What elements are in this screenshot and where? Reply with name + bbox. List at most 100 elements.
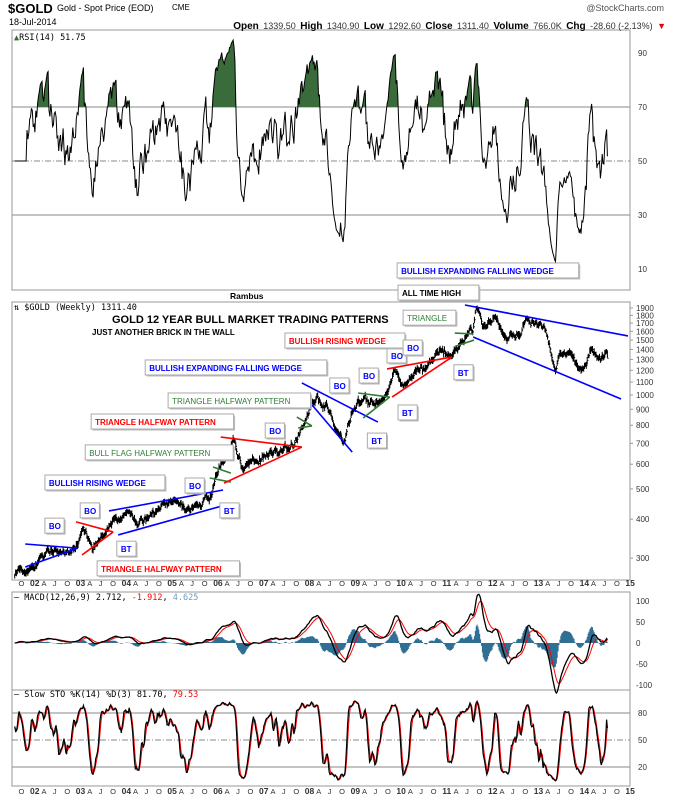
open-label: Open <box>233 21 259 32</box>
macd-histogram <box>15 624 608 668</box>
rsi-line <box>14 38 608 264</box>
x-axis-label-bottom: A <box>591 787 596 796</box>
x-axis-label-top: O <box>339 579 345 588</box>
x-axis-label-bottom: J <box>511 787 515 796</box>
chg-label: Chg <box>566 21 586 32</box>
trendline <box>454 332 474 335</box>
trendline <box>25 543 78 549</box>
annotation: ALL TIME HIGH <box>397 284 481 302</box>
annotation-box <box>219 502 240 519</box>
macd-hist-value: 4.625 <box>172 593 199 603</box>
x-axis-label-bottom: O <box>64 787 70 796</box>
x-axis-label-top: O <box>614 579 620 588</box>
x-axis-label-top: O <box>522 579 528 588</box>
x-axis-label-bottom: J <box>557 787 561 796</box>
exchange: CME <box>172 3 190 12</box>
chart-date: 18-Jul-2014 <box>9 17 57 27</box>
price-tick-label: 400 <box>636 515 650 524</box>
x-axis-label-bottom: J <box>328 787 332 796</box>
x-axis-label-bottom: A <box>545 787 550 796</box>
x-axis-label-bottom: A <box>408 787 413 796</box>
annotation-text: BULLISH RISING WEDGE <box>49 479 147 488</box>
x-axis-label-top: O <box>385 579 391 588</box>
x-axis-label-bottom: 06 <box>213 786 223 796</box>
low-label: Low <box>363 21 384 32</box>
sto-k-line <box>14 699 608 782</box>
down-arrow-icon: ▼ <box>657 21 666 31</box>
x-axis-label-top: J <box>145 579 149 588</box>
volume-label: Volume <box>493 21 529 32</box>
annotation-text: BT <box>121 545 132 554</box>
chart-subtitle: JUST ANOTHER BRICK IN THE WALL <box>92 328 235 337</box>
x-axis-label-top: 05 <box>167 578 177 588</box>
x-axis-label-top: A <box>591 579 596 588</box>
price-tick-label: 300 <box>636 554 650 563</box>
x-axis-label-top: A <box>133 579 138 588</box>
annotation-text: BO <box>269 427 281 436</box>
sto-d-value: 79.53 <box>172 690 199 700</box>
rsi-label: ▲RSI(14) 51.75 <box>14 33 86 43</box>
x-axis-label-top: O <box>156 579 162 588</box>
x-axis-label-top: J <box>282 579 286 588</box>
annotation: BT <box>219 502 241 520</box>
x-axis-label-bottom: 15 <box>625 786 635 796</box>
sto-tick-label: 20 <box>638 763 647 772</box>
sto-tick-label: 50 <box>638 736 647 745</box>
price-tick-label: 1200 <box>636 366 654 375</box>
macd-label-text: MACD(12,26,9) <box>24 593 91 603</box>
annotation: BULLISH RISING WEDGE <box>44 474 167 492</box>
annotation-box <box>144 359 328 376</box>
x-axis-label-bottom: 14 <box>580 786 590 796</box>
annotation-box <box>116 540 137 557</box>
price-tick-label: 1000 <box>636 391 654 400</box>
x-axis-label-top: A <box>225 579 230 588</box>
rsi-tick-label: 30 <box>638 211 647 220</box>
x-axis-label-bottom: 04 <box>122 786 132 796</box>
x-axis-label-top: J <box>53 579 57 588</box>
x-axis-label-bottom: O <box>431 787 437 796</box>
price-tick-label: 1500 <box>636 336 654 345</box>
annotation-text: BT <box>371 437 382 446</box>
close-value: 1311.40 <box>457 21 489 31</box>
macd-signal-line <box>14 600 608 685</box>
x-axis-label-bottom: 07 <box>259 786 269 796</box>
trendline <box>391 356 453 398</box>
x-axis-label-top: O <box>477 579 483 588</box>
price-tick-label: 600 <box>636 460 650 469</box>
annotation-text: TRIANGLE HALFWAY PATTERN <box>172 397 290 406</box>
annotation: BULLISH EXPANDING FALLING WEDGE <box>144 359 329 377</box>
x-axis-label-top: J <box>99 579 103 588</box>
x-axis-label-bottom: 13 <box>534 786 544 796</box>
price-tick-label: 800 <box>636 421 650 430</box>
annotation-box <box>402 309 457 326</box>
annotation-text: BULLISH RISING WEDGE <box>289 337 387 346</box>
annotation-box <box>44 474 166 491</box>
annotation: BT <box>453 364 475 382</box>
macd-tick-label: -50 <box>636 660 648 669</box>
trendline <box>296 416 313 427</box>
x-axis-label-top: A <box>545 579 550 588</box>
x-axis-label-top: 08 <box>305 578 315 588</box>
x-axis-label-bottom: O <box>614 787 620 796</box>
macd-label: — MACD(12,26,9) 2.712, -1.912, 4.625 <box>14 593 199 603</box>
trendline <box>24 547 79 568</box>
x-axis-label-top: J <box>190 579 194 588</box>
trendline <box>220 436 302 448</box>
x-axis-label-bottom: A <box>270 787 275 796</box>
x-axis-label-bottom: 11 <box>442 786 451 796</box>
annotation-box <box>402 339 423 356</box>
trendline <box>386 356 453 370</box>
annotation-text: ALL TIME HIGH <box>402 289 461 298</box>
annotation-text: BT <box>458 369 469 378</box>
rsi-label-text: RSI(14) 51.75 <box>19 33 86 43</box>
annotation: BO <box>402 339 424 357</box>
annotation-box <box>397 404 418 421</box>
x-axis-label-bottom: A <box>133 787 138 796</box>
price-tick-label: 1400 <box>636 345 654 354</box>
annotation: BULL FLAG HALFWAY PATTERN <box>84 444 235 462</box>
x-axis-label-bottom: J <box>99 787 103 796</box>
x-axis-label-bottom: J <box>282 787 286 796</box>
annotation: BO <box>44 517 66 535</box>
trendline <box>298 425 313 429</box>
